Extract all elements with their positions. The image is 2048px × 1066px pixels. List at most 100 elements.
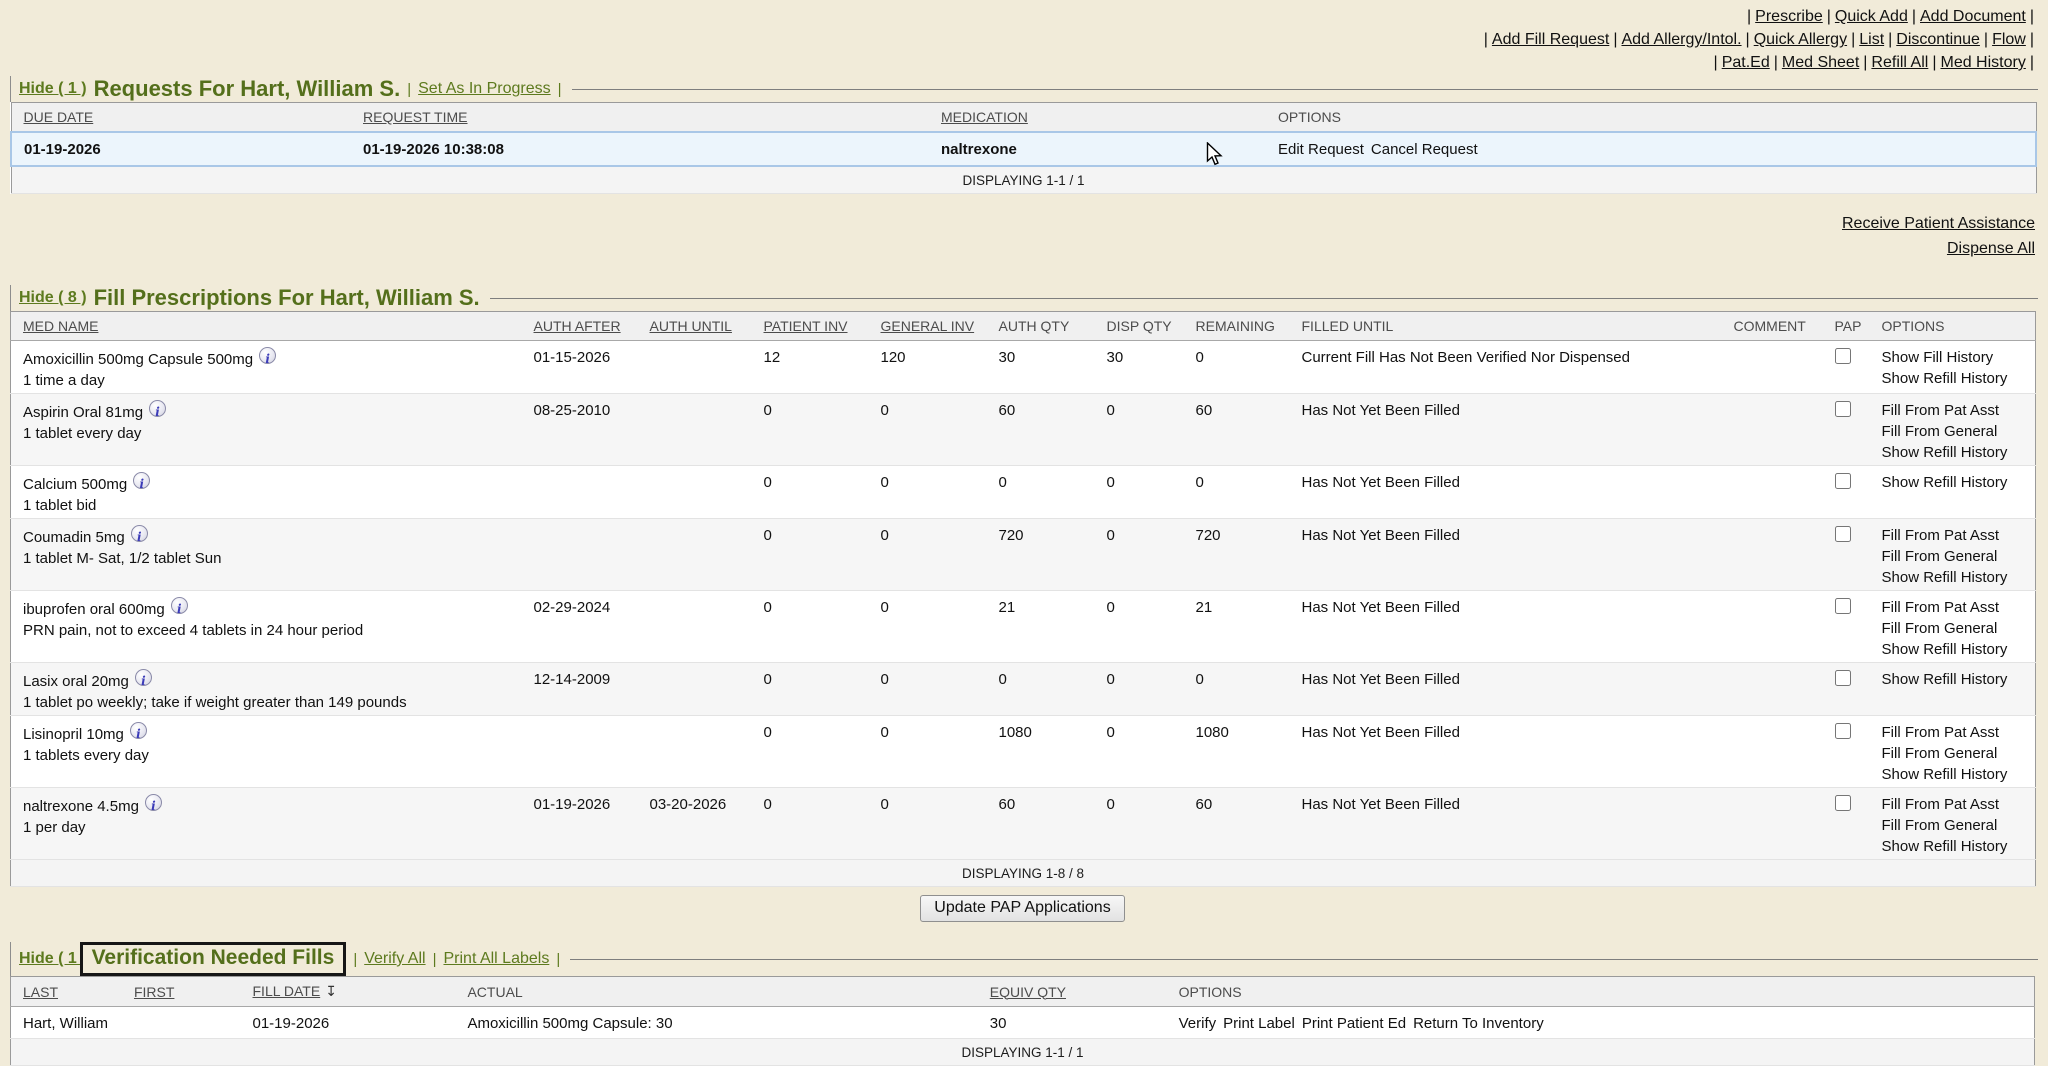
link-add-fill-request[interactable]: Add Fill Request xyxy=(1491,31,1610,48)
pap-cell xyxy=(1822,590,1870,663)
col-header-due-date[interactable]: DUE DATE xyxy=(11,102,351,133)
dispense-all-link[interactable]: Dispense All xyxy=(1946,240,2035,257)
col-header-general-inv[interactable]: GENERAL INV xyxy=(868,311,987,341)
option-action[interactable]: Show Refill History xyxy=(1881,569,2008,586)
requests-hide-link[interactable]: Hide ( 1 ) xyxy=(19,80,87,97)
fill-title: Fill Prescriptions For Hart, William S. xyxy=(93,285,480,310)
pap-checkbox[interactable] xyxy=(1834,526,1851,542)
col-header-patient-inv[interactable]: PATIENT INV xyxy=(751,311,869,341)
col-header-request-time[interactable]: REQUEST TIME xyxy=(351,102,929,133)
comment-cell xyxy=(1721,787,1823,860)
col-header-auth-after[interactable]: AUTH AFTER xyxy=(521,311,638,341)
pap-checkbox[interactable] xyxy=(1834,723,1851,739)
link-add-document[interactable]: Add Document xyxy=(1920,8,2026,25)
pap-checkbox[interactable] xyxy=(1834,401,1851,417)
med-cell: Calcium 500mg i 1 tablet bid xyxy=(10,465,522,519)
col-header-filled-until: FILLED UNTIL xyxy=(1289,311,1722,341)
col-header-auth-qty: AUTH QTY xyxy=(986,311,1095,341)
option-action[interactable]: Fill From General xyxy=(1881,745,1998,762)
option-action[interactable]: Fill From Pat Asst xyxy=(1881,796,2000,813)
link-pat-ed[interactable]: Pat.Ed xyxy=(1721,54,1770,71)
option-action[interactable]: Fill From Pat Asst xyxy=(1881,527,2000,544)
update-pap-applications-button[interactable]: Update PAP Applications xyxy=(920,895,1125,922)
col-header-med-name[interactable]: MED NAME xyxy=(10,311,522,341)
fill-hide-link[interactable]: Hide ( 8 ) xyxy=(19,289,87,306)
option-action[interactable]: Show Refill History xyxy=(1881,444,2008,461)
link-list[interactable]: List xyxy=(1859,31,1885,48)
option-action[interactable]: Show Refill History xyxy=(1881,370,2008,387)
verification-title: Verification Needed Fills xyxy=(91,946,335,969)
col-header-first[interactable]: FIRST xyxy=(121,976,241,1007)
pap-checkbox[interactable] xyxy=(1834,795,1851,811)
option-action[interactable]: Fill From General xyxy=(1881,423,1998,440)
request-options: Edit Request Cancel Request xyxy=(1266,131,2037,167)
legend-rule xyxy=(489,297,2038,299)
link-med-history[interactable]: Med History xyxy=(1940,54,2026,71)
request-due-date: 01-19-2026 xyxy=(10,131,351,167)
option-action[interactable]: Show Fill History xyxy=(1881,349,1994,366)
med-row: Lasix oral 20mg i 1 tablet po weekly; tak… xyxy=(10,662,2036,716)
info-icon[interactable]: i xyxy=(259,347,277,366)
verification-actual: Amoxicillin 500mg Capsule: 30 xyxy=(455,1006,978,1039)
option-action[interactable]: Show Refill History xyxy=(1881,766,2008,783)
verify-all-link[interactable]: Verify All xyxy=(364,950,426,967)
request-row[interactable]: 01-19-2026 01-19-2026 10:38:08 naltrexon… xyxy=(10,131,2037,167)
option-action[interactable]: Fill From General xyxy=(1881,548,1998,565)
quick-links: Receive Patient Assistance Dispense All xyxy=(0,194,2048,261)
link-quick-add[interactable]: Quick Add xyxy=(1834,8,1908,25)
requests-table: DUE DATE REQUEST TIME MEDICATION OPTIONS… xyxy=(10,102,2037,194)
col-header-fill-date[interactable]: FILL DATE ↧ xyxy=(240,976,456,1007)
pap-checkbox[interactable] xyxy=(1834,473,1851,489)
cancel-request-action[interactable]: Cancel Request xyxy=(1370,141,1478,158)
link-prescribe[interactable]: Prescribe xyxy=(1755,8,1823,25)
med-cell: Lisinopril 10mg i 1 tablets every day xyxy=(10,715,522,788)
option-action[interactable]: Show Refill History xyxy=(1881,838,2008,855)
fill-section: Hide ( 8 ) Fill Prescriptions For Hart, … xyxy=(0,285,2048,922)
pap-checkbox[interactable] xyxy=(1834,598,1851,614)
pap-cell xyxy=(1822,340,1870,394)
link-quick-allergy[interactable]: Quick Allergy xyxy=(1753,31,1848,48)
col-header-comment: COMMENT xyxy=(1721,311,1823,341)
med-name: Aspirin Oral 81mg xyxy=(23,404,144,421)
option-action[interactable]: Show Refill History xyxy=(1881,474,2008,491)
option-action[interactable]: Fill From Pat Asst xyxy=(1881,724,2000,741)
option-action[interactable]: Fill From Pat Asst xyxy=(1881,402,2000,419)
info-icon[interactable]: i xyxy=(130,525,148,544)
set-as-in-progress-link[interactable]: Set As In Progress xyxy=(418,80,551,97)
option-action[interactable]: Show Refill History xyxy=(1881,641,2008,658)
edit-request-action[interactable]: Edit Request xyxy=(1278,141,1364,158)
table-footer-displaying: DISPLAYING 1-1 / 1 xyxy=(11,165,2036,194)
info-icon[interactable]: i xyxy=(170,597,188,616)
print-all-labels-link[interactable]: Print All Labels xyxy=(443,950,550,967)
info-icon[interactable]: i xyxy=(134,669,152,688)
med-name: Coumadin 5mg xyxy=(23,529,125,546)
pap-checkbox[interactable] xyxy=(1834,348,1851,364)
option-action[interactable]: Show Refill History xyxy=(1881,671,2008,688)
info-icon[interactable]: i xyxy=(149,400,167,419)
top-nav-row-1: | Prescribe | Quick Add | Add Document | xyxy=(1747,8,2034,25)
col-header-equiv-qty[interactable]: EQUIV QTY xyxy=(977,976,1167,1007)
link-discontinue[interactable]: Discontinue xyxy=(1896,31,1980,48)
med-row: ibuprofen oral 600mg i PRN pain, not to e… xyxy=(10,590,2036,663)
info-icon[interactable]: i xyxy=(133,472,151,491)
info-icon[interactable]: i xyxy=(129,722,147,741)
pap-checkbox[interactable] xyxy=(1834,670,1851,686)
verification-hide-link[interactable]: Hide ( 1 ) xyxy=(19,950,87,967)
option-action[interactable]: Fill From General xyxy=(1881,620,1998,637)
med-cell: ibuprofen oral 600mg i PRN pain, not to e… xyxy=(10,590,522,663)
receive-patient-assistance-link[interactable]: Receive Patient Assistance xyxy=(1842,215,2035,232)
col-header-medication[interactable]: MEDICATION xyxy=(929,102,1266,133)
link-add-allergy-intol[interactable]: Add Allergy/Intol. xyxy=(1621,31,1742,48)
col-header-auth-until[interactable]: AUTH UNTIL xyxy=(637,311,752,341)
col-header-last[interactable]: LAST xyxy=(10,976,122,1007)
option-action[interactable]: Fill From General xyxy=(1881,817,1998,834)
med-sig: 1 tablet po weekly; take if weight great… xyxy=(23,694,407,711)
info-icon[interactable]: i xyxy=(144,794,162,813)
link-med-sheet[interactable]: Med Sheet xyxy=(1781,54,1860,71)
link-refill-all[interactable]: Refill All xyxy=(1871,54,1929,71)
link-flow[interactable]: Flow xyxy=(1992,31,2026,48)
option-action[interactable]: Fill From Pat Asst xyxy=(1881,599,2000,616)
med-sig: 1 tablet M- Sat, 1/2 tablet Sun xyxy=(23,550,222,567)
col-header-options: OPTIONS xyxy=(1166,976,2035,1007)
verification-fill-date: 01-19-2026 xyxy=(240,1006,456,1039)
